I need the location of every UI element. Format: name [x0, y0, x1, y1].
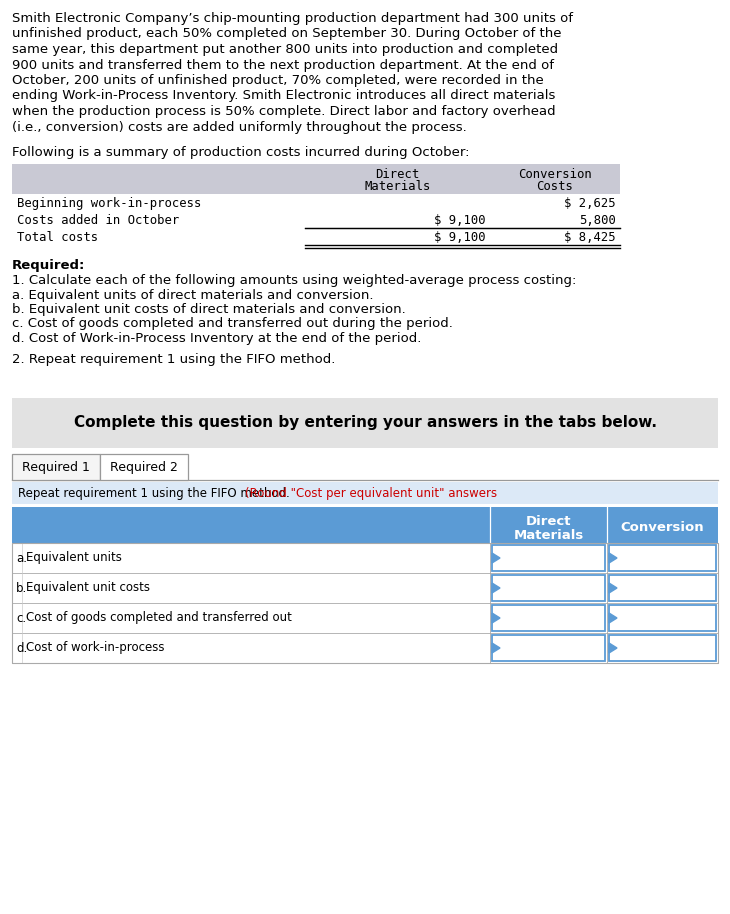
Text: d. Cost of Work-in-Process Inventory at the end of the period.: d. Cost of Work-in-Process Inventory at …	[12, 332, 421, 345]
Text: Costs added in October: Costs added in October	[17, 214, 180, 227]
Text: Equivalent units: Equivalent units	[26, 551, 122, 565]
Polygon shape	[492, 613, 500, 623]
Text: d.: d.	[16, 642, 27, 654]
Text: b.: b.	[16, 581, 27, 594]
Polygon shape	[609, 583, 617, 593]
Text: Required 2: Required 2	[110, 461, 178, 473]
Text: ending Work-in-Process Inventory. Smith Electronic introduces all direct materia: ending Work-in-Process Inventory. Smith …	[12, 90, 556, 102]
Text: Costs: Costs	[537, 180, 574, 193]
Text: Materials: Materials	[364, 180, 431, 193]
Text: $ 2,625: $ 2,625	[564, 197, 616, 210]
Bar	[609, 575, 716, 601]
Text: a.: a.	[16, 551, 27, 565]
Text: when the production process is 50% complete. Direct labor and factory overhead: when the production process is 50% compl…	[12, 105, 556, 118]
Bar	[609, 605, 716, 631]
Text: (i.e., conversion) costs are added uniformly throughout the process.: (i.e., conversion) costs are added unifo…	[12, 121, 466, 133]
Text: Conversion: Conversion	[620, 521, 704, 534]
Text: Repeat requirement 1 using the FIFO method.: Repeat requirement 1 using the FIFO meth…	[18, 486, 293, 499]
Text: $ 9,100: $ 9,100	[434, 231, 486, 244]
Polygon shape	[492, 583, 500, 593]
Bar	[12, 482, 718, 504]
Text: Total costs: Total costs	[17, 231, 98, 244]
Bar	[492, 635, 605, 661]
Text: 900 units and transferred them to the next production department. At the end of: 900 units and transferred them to the ne…	[12, 58, 554, 71]
Bar	[100, 454, 188, 480]
Bar	[609, 545, 716, 571]
Polygon shape	[492, 553, 500, 563]
Text: (Round "Cost per equivalent unit" answers: (Round "Cost per equivalent unit" answer…	[245, 486, 496, 499]
Text: October, 200 units of unfinished product, 70% completed, were recorded in the: October, 200 units of unfinished product…	[12, 74, 544, 87]
Text: $ 9,100: $ 9,100	[434, 214, 486, 227]
Bar	[12, 633, 718, 663]
Text: Materials: Materials	[513, 529, 583, 542]
Text: Cost of goods completed and transferred out: Cost of goods completed and transferred …	[26, 611, 292, 624]
Text: Required 1: Required 1	[22, 461, 90, 473]
Text: 2. Repeat requirement 1 using the FIFO method.: 2. Repeat requirement 1 using the FIFO m…	[12, 354, 335, 367]
Text: Equivalent unit costs: Equivalent unit costs	[26, 581, 150, 594]
Bar	[492, 605, 605, 631]
Text: Direct: Direct	[375, 168, 420, 181]
Polygon shape	[492, 643, 500, 653]
Polygon shape	[609, 613, 617, 623]
Text: $ 8,425: $ 8,425	[564, 231, 616, 244]
Text: Cost of work-in-process: Cost of work-in-process	[26, 642, 164, 654]
Bar	[12, 603, 718, 633]
Text: Following is a summary of production costs incurred during October:: Following is a summary of production cos…	[12, 146, 469, 159]
Bar	[12, 398, 718, 448]
Bar	[12, 454, 100, 480]
Text: Required:: Required:	[12, 259, 85, 272]
Text: Direct: Direct	[526, 515, 572, 528]
Bar	[12, 543, 718, 573]
Text: Smith Electronic Company’s chip-mounting production department had 300 units of: Smith Electronic Company’s chip-mounting…	[12, 12, 573, 25]
Bar	[492, 545, 605, 571]
Text: 5,800: 5,800	[579, 214, 616, 227]
Text: same year, this department put another 800 units into production and completed: same year, this department put another 8…	[12, 43, 558, 56]
Bar	[12, 573, 718, 603]
Polygon shape	[609, 553, 617, 563]
Bar	[492, 575, 605, 601]
Bar	[12, 543, 718, 663]
Bar	[609, 635, 716, 661]
Text: 1. Calculate each of the following amounts using weighted-average process costin: 1. Calculate each of the following amoun…	[12, 274, 577, 287]
Polygon shape	[609, 643, 617, 653]
Text: c. Cost of goods completed and transferred out during the period.: c. Cost of goods completed and transferr…	[12, 317, 453, 331]
Text: a. Equivalent units of direct materials and conversion.: a. Equivalent units of direct materials …	[12, 289, 374, 302]
Text: Complete this question by entering your answers in the tabs below.: Complete this question by entering your …	[74, 416, 656, 430]
Text: unfinished product, each 50% completed on September 30. During October of the: unfinished product, each 50% completed o…	[12, 27, 561, 40]
Text: Beginning work-in-process: Beginning work-in-process	[17, 197, 201, 210]
Text: Conversion: Conversion	[518, 168, 592, 181]
Bar	[12, 507, 718, 543]
Text: b. Equivalent unit costs of direct materials and conversion.: b. Equivalent unit costs of direct mater…	[12, 303, 406, 316]
Bar	[12, 164, 620, 194]
Text: c.: c.	[16, 611, 26, 624]
